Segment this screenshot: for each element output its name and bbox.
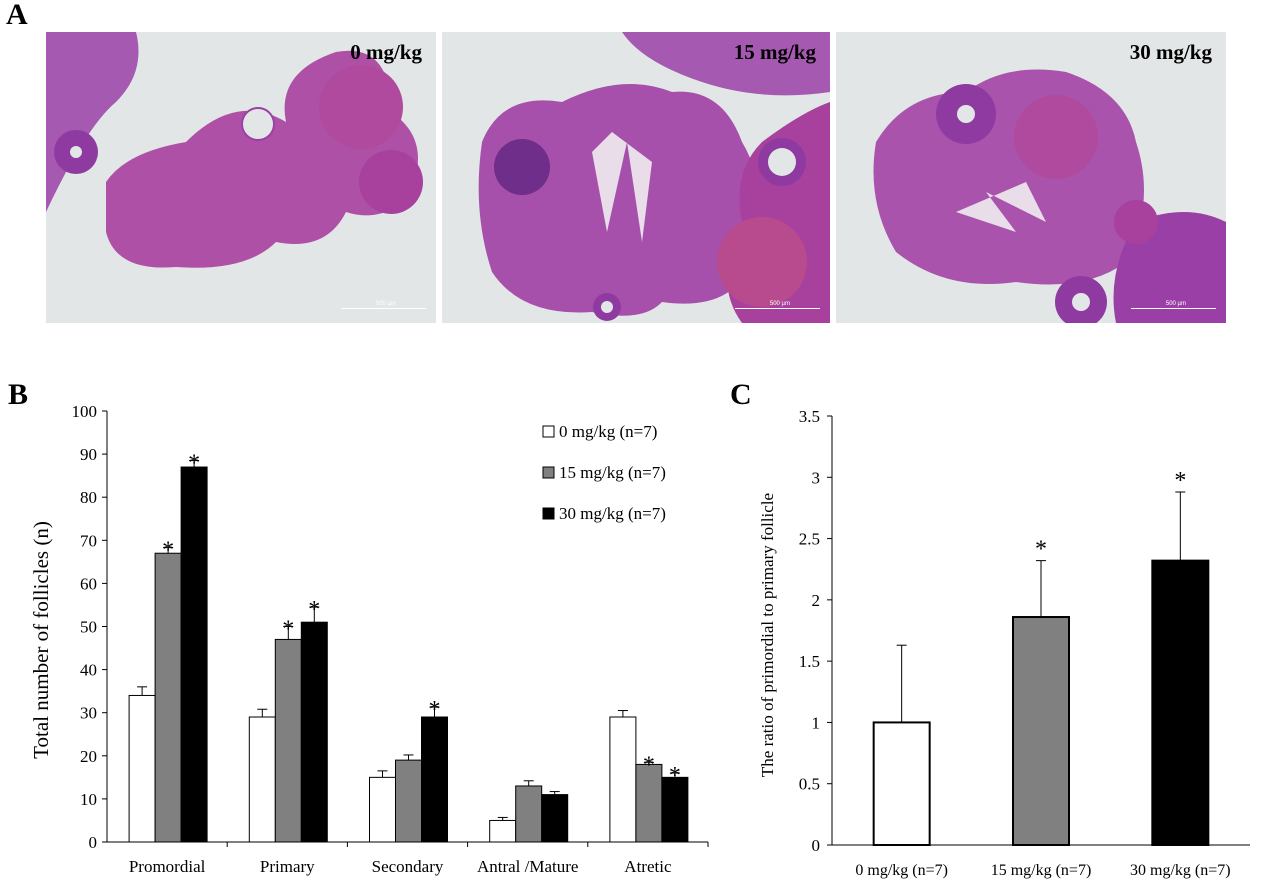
y-tick-label: 1 (812, 713, 821, 732)
bar-30mg-promordial (180, 466, 208, 843)
legend-label: 0 mg/kg (n=7) (559, 422, 657, 441)
significance-marker: * (188, 451, 200, 477)
x-tick-label: Atretic (624, 857, 672, 876)
legend-swatch (542, 507, 555, 520)
significance-marker: * (1035, 537, 1047, 563)
legend-label: 30 mg/kg (n=7) (559, 504, 666, 523)
scale-text: 500 µm (1165, 301, 1186, 307)
x-tick-label: Secondary (372, 857, 444, 876)
significance-marker: * (162, 538, 174, 564)
bar-ratio-2 (1151, 559, 1210, 847)
scale-bar (1131, 308, 1216, 309)
micrograph-30mg: 30 mg/kg 500 µm (836, 32, 1226, 323)
chart-c-ylabel: The ratio of primordial to primary folli… (758, 493, 777, 777)
panel-c-letter: C (730, 378, 752, 411)
y-tick-label: 3.5 (799, 407, 820, 426)
significance-marker: * (282, 617, 294, 643)
scale-bar (735, 308, 820, 309)
x-tick-label: Primary (260, 857, 315, 876)
y-tick-label: 80 (80, 488, 97, 507)
panel-a-letter: A (6, 0, 28, 31)
significance-marker: * (308, 597, 320, 623)
bar-15mg-promordial (154, 552, 182, 843)
bar-0mg-antralmature (489, 819, 517, 843)
legend-swatch (542, 425, 555, 438)
y-tick-label: 90 (80, 445, 97, 464)
y-tick-label: 40 (80, 661, 97, 680)
ovary-tissue-15mg (478, 32, 830, 323)
y-tick-label: 0 (89, 833, 98, 852)
y-tick-label: 10 (80, 790, 97, 809)
micrograph-15mg-label: 15 mg/kg (733, 40, 816, 64)
bar-15mg-secondary (395, 759, 422, 843)
bar-15mg-antralmature (515, 785, 543, 843)
panel-b-letter: B (8, 378, 29, 411)
chart-b-ylabel: Total number of follicles (n) (29, 521, 53, 759)
legend-label: 15 mg/kg (n=7) (559, 463, 666, 482)
bar-0mg-promordial (128, 694, 156, 843)
scale-text: 500 µm (769, 301, 790, 307)
x-tick-label: 30 mg/kg (n=7) (1130, 862, 1231, 879)
bar-ratio-1 (1012, 616, 1070, 846)
y-tick-label: 60 (80, 574, 97, 593)
bar-0mg-atretic (609, 716, 637, 843)
y-tick-label: 30 (80, 704, 97, 723)
y-tick-label: 50 (80, 618, 97, 637)
micrograph-0mg: 0 mg/kg 500 µm (46, 32, 436, 323)
significance-marker: * (1174, 468, 1186, 494)
scale-bar (341, 308, 426, 309)
y-tick-label: 20 (80, 747, 97, 766)
ovary-tissue-30mg (873, 69, 1226, 323)
x-tick-label: Promordial (129, 857, 206, 876)
chart-c: 0 0.5 1 1.5 2 2.5 3 3.5 0 mg/kg (n=7) 15 mg/kg (n… (758, 407, 1250, 879)
significance-marker: * (669, 763, 681, 789)
x-tick-label: Antral /Mature (477, 857, 579, 876)
y-tick-label: 0.5 (799, 775, 820, 794)
legend-swatch (542, 466, 555, 479)
bar-15mg-primary (274, 638, 302, 843)
y-tick-label: 3 (812, 468, 821, 487)
chart-b: 0 10 20 30 40 50 60 70 80 90 100 Promordial Primary S… (29, 402, 709, 876)
bar-0mg-primary (248, 716, 276, 843)
bar-30mg-primary (300, 621, 328, 843)
y-tick-label: 100 (72, 402, 98, 421)
ovary-tissue-0mg (46, 32, 423, 268)
y-tick-label: 2 (812, 591, 821, 610)
x-tick-label: 15 mg/kg (n=7) (991, 862, 1092, 879)
significance-marker: * (429, 697, 441, 723)
significance-marker: * (643, 752, 655, 778)
y-tick-label: 0 (812, 836, 821, 855)
bar-30mg-antralmature (541, 794, 569, 843)
micrograph-30mg-label: 30 mg/kg (1129, 40, 1212, 64)
bar-30mg-secondary (421, 716, 448, 843)
y-tick-label: 70 (80, 531, 97, 550)
micrograph-15mg: 15 mg/kg 500 µm (442, 32, 830, 323)
bar-0mg-secondary (369, 776, 396, 843)
scale-text: 500 µm (375, 301, 396, 307)
micrograph-0mg-label: 0 mg/kg (350, 40, 422, 64)
y-tick-label: 1.5 (799, 652, 820, 671)
x-tick-label: 0 mg/kg (n=7) (855, 862, 948, 879)
y-tick-label: 2.5 (799, 530, 820, 549)
bar-ratio-0 (872, 721, 931, 846)
